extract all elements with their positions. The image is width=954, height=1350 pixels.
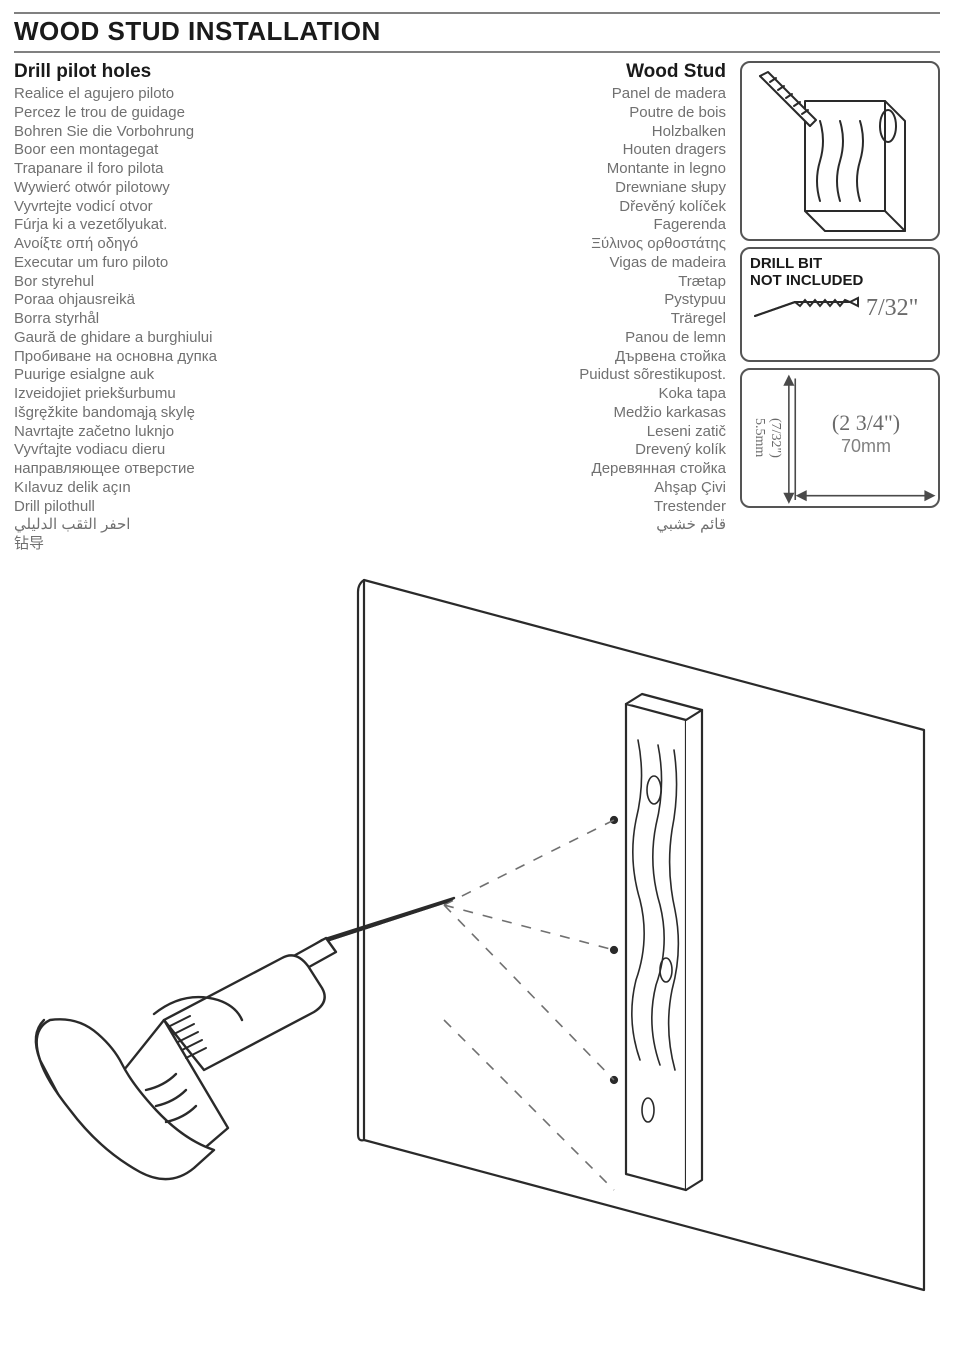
- drill-bit-row: 7/32": [750, 294, 930, 324]
- stud-line: Drewniane słupy: [334, 179, 726, 198]
- dim-h2: 70mm: [802, 436, 930, 457]
- stud-line: Holzbalken: [334, 123, 726, 142]
- pilot-line: Navrtajte začetno luknjo: [14, 423, 324, 442]
- dim-vert-text: (7/32")5.5mm: [751, 418, 783, 458]
- stud-line: Panel de madera: [334, 85, 726, 104]
- pilot-line: Vyvrtejte vodicí otvor: [14, 198, 324, 217]
- pilot-line: Percez le trou de guidage: [14, 104, 324, 123]
- dim-vert: (7/32")5.5mm: [746, 376, 788, 500]
- pilot-line: Realice el agujero piloto: [14, 85, 324, 104]
- pilot-line: Drill pilothull: [14, 498, 324, 517]
- pilot-line: Ανοίξτε οπή οδηγό: [14, 235, 324, 254]
- stud-line: Panou de lemn: [334, 329, 726, 348]
- dim-horiz: (2 3/4") 70mm: [802, 410, 930, 457]
- stud-line: Ahşap Çivi: [334, 479, 726, 498]
- pilot-line: Fúrja ki a vezetőlyukat.: [14, 216, 324, 235]
- pilot-line: Executar um furo piloto: [14, 254, 324, 273]
- drill-bit-icon: [750, 294, 860, 324]
- pilot-line: Poraa ohjausreikä: [14, 291, 324, 310]
- main-illustration: [14, 550, 940, 1340]
- stud-line: Träregel: [334, 310, 726, 329]
- main-illus-icon: [14, 550, 940, 1340]
- drill-bit-panel: DRILL BITNOT INCLUDED 7/32": [740, 247, 940, 362]
- pilot-lines: Realice el agujero pilotoPercez le trou …: [14, 85, 324, 554]
- pilot-line: Išgręžkite bandomąją skylę: [14, 404, 324, 423]
- stud-line: Poutre de bois: [334, 104, 726, 123]
- pilot-line: Gaură de ghidare a burghiului: [14, 329, 324, 348]
- stud-line: Pystypuu: [334, 291, 726, 310]
- pilot-line: Пробиване на основна дупка: [14, 348, 324, 367]
- dimension-panel: (7/32")5.5mm (2 3/4") 70mm: [740, 368, 940, 508]
- pilot-line: Bohren Sie die Vorbohrung: [14, 123, 324, 142]
- stud-line: Деревянная стойка: [334, 460, 726, 479]
- stud-heading: Wood Stud: [334, 61, 726, 83]
- stud-lines: Panel de maderaPoutre de boisHolzbalkenH…: [334, 85, 726, 535]
- pilot-line: Borra styrhål: [14, 310, 324, 329]
- drill-bit-size: 7/32": [866, 295, 918, 322]
- drill-stud-icon: [750, 66, 930, 236]
- pilot-line: направляющее отверстие: [14, 460, 324, 479]
- pilot-line: احفر الثقب الدليلي: [14, 516, 324, 535]
- title-bar: WOOD STUD INSTALLATION: [14, 12, 940, 53]
- stud-col: Wood Stud Panel de maderaPoutre de boisH…: [334, 61, 730, 535]
- pilot-line: Izveidojiet priekšurbumu: [14, 385, 324, 404]
- stud-line: Medžio karkasas: [334, 404, 726, 423]
- pilot-line: Boor een montagegat: [14, 141, 324, 160]
- page-title: WOOD STUD INSTALLATION: [14, 16, 940, 47]
- stud-line: قائم خشبي: [334, 516, 726, 535]
- stud-line: Trestender: [334, 498, 726, 517]
- pilot-col: Drill pilot holes Realice el agujero pil…: [14, 61, 324, 554]
- stud-line: Ξύλινος ορθοστάτης: [334, 235, 726, 254]
- pilot-line: Bor styrehul: [14, 273, 324, 292]
- drill-into-stud-panel: [740, 61, 940, 241]
- stud-line: Houten dragers: [334, 141, 726, 160]
- stud-line: Dřevěný kolíček: [334, 198, 726, 217]
- stud-line: Vigas de madeira: [334, 254, 726, 273]
- stud-line: Дървена стойка: [334, 348, 726, 367]
- stud-line: Leseni zatič: [334, 423, 726, 442]
- pilot-line: Vyvŕtajte vodiacu dieru: [14, 441, 324, 460]
- stud-line: Fagerenda: [334, 216, 726, 235]
- pilot-line: Kılavuz delik açın: [14, 479, 324, 498]
- stud-line: Puidust sõrestikupost.: [334, 366, 726, 385]
- pilot-line: Wywierć otwór pilotowy: [14, 179, 324, 198]
- stud-line: Montante in legno: [334, 160, 726, 179]
- content-row: Drill pilot holes Realice el agujero pil…: [14, 61, 940, 554]
- stud-line: Drevený kolík: [334, 441, 726, 460]
- dim-h1: (2 3/4"): [802, 410, 930, 436]
- drill-bit-caption: DRILL BITNOT INCLUDED: [750, 255, 930, 290]
- stud-line: Koka tapa: [334, 385, 726, 404]
- pilot-line: Trapanare il foro pilota: [14, 160, 324, 179]
- diagram-col: DRILL BITNOT INCLUDED 7/32": [740, 61, 940, 508]
- pilot-heading: Drill pilot holes: [14, 61, 324, 83]
- stud-line: Trætap: [334, 273, 726, 292]
- pilot-line: Puurige esialgne auk: [14, 366, 324, 385]
